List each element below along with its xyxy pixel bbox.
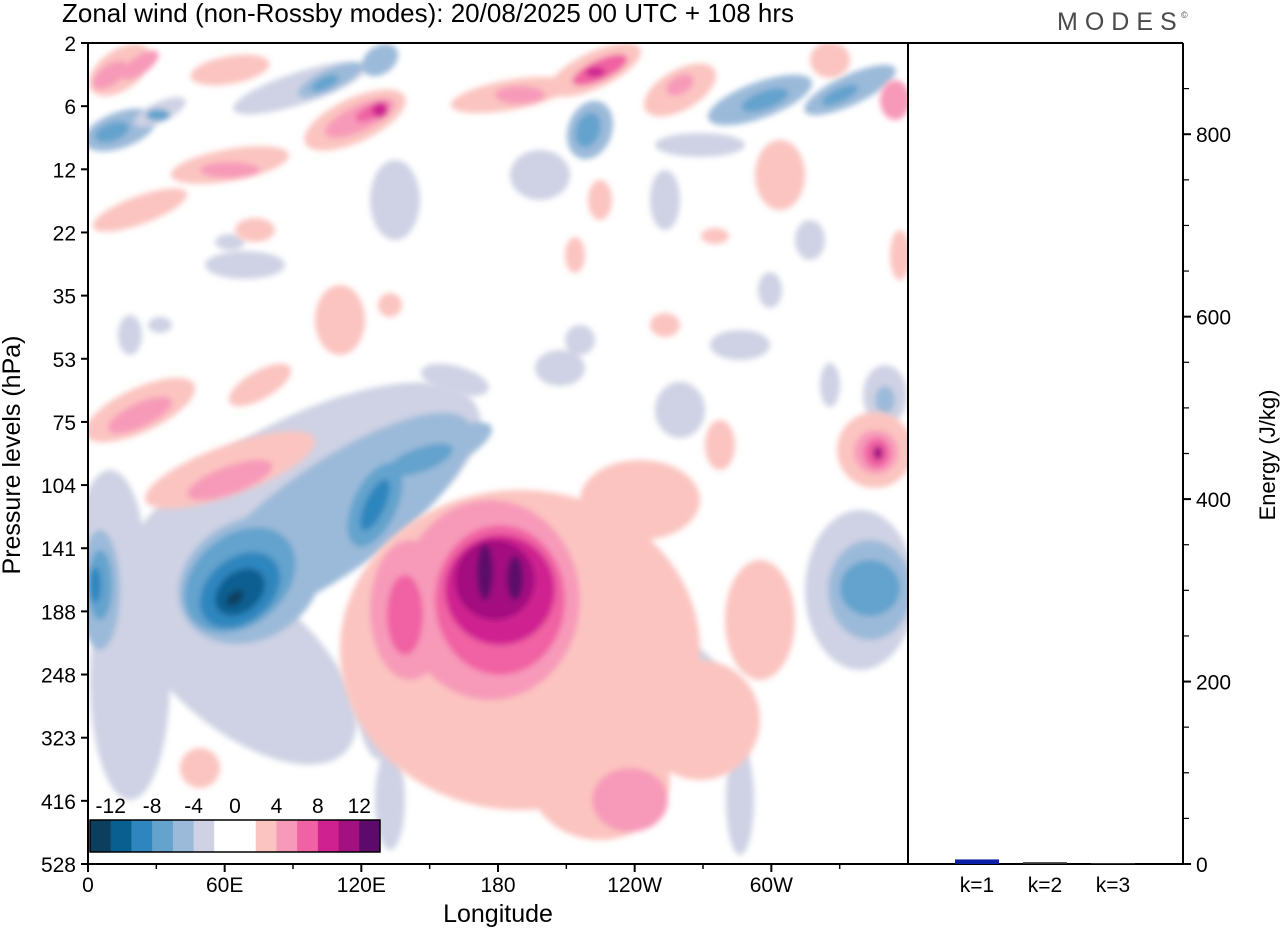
colorbar-labels: -12 -8 -4 0 4 8 12: [96, 795, 371, 818]
y-tick-label: 35: [53, 286, 76, 309]
y-tick-label: 12: [53, 159, 76, 182]
negative-wind-region: [88, 382, 908, 855]
y-tick-label: 104: [41, 475, 76, 498]
colorbar-swatch: [317, 820, 340, 852]
energy-tick-label: 200: [1196, 672, 1231, 695]
colorbar-label: -8: [143, 795, 162, 818]
copyright-mark: ©: [1181, 10, 1188, 20]
x-tick-label: 60E: [206, 874, 243, 897]
colorbar-swatch: [297, 820, 319, 852]
energy-axis-label: Energy (J/kg): [1255, 390, 1280, 521]
y-tick-label: 248: [41, 665, 76, 688]
colorbar-swatch: [235, 820, 257, 852]
energy-tick-label: 600: [1196, 307, 1231, 330]
x-axis: 0 60E 120E 180 120W 60W: [82, 864, 841, 897]
colorbar-swatch: [255, 820, 277, 852]
colorbar: [89, 819, 381, 853]
y-tick-label: 528: [41, 854, 76, 877]
y-tick-label: 2: [64, 33, 76, 56]
y-tick-label: 141: [41, 538, 76, 561]
colorbar-frame: [89, 819, 381, 853]
colorbar-swatch: [359, 820, 381, 852]
modes-logo: MODES: [1057, 8, 1184, 36]
y-tick-label: 323: [41, 728, 76, 751]
colorbar-swatch: [214, 820, 236, 852]
y-axis-label: Pressure levels (hPa): [0, 336, 26, 575]
colorbar-label: 12: [348, 795, 371, 818]
x-tick-label: 120E: [337, 874, 386, 897]
colorbar-swatch: [172, 820, 195, 852]
stratosphere-negative-streaks: [88, 43, 907, 438]
chart-title: Zonal wind (non-Rossby modes): 20/08/202…: [62, 0, 794, 28]
y-axis-pressure: 2 6 12 22 35 53 75 104 141 188 248 323 416 528: [41, 33, 88, 877]
colorbar-swatch: [338, 820, 360, 852]
colorbar-label: 4: [271, 795, 283, 818]
colorbar-swatch: [131, 820, 153, 852]
colorbar-swatch: [193, 820, 215, 852]
colorbar-label: 8: [312, 795, 324, 818]
colorbar-label: -12: [96, 795, 126, 818]
colorbar-label: 0: [229, 795, 241, 818]
bar-category-label: k=3: [1096, 874, 1130, 897]
energy-bar: [1023, 862, 1067, 864]
y-tick-label: 416: [41, 791, 76, 814]
heatmap-field: [88, 43, 908, 855]
y-tick-label: 75: [53, 412, 76, 435]
energy-tick-label: 800: [1196, 124, 1231, 147]
positive-wind-region: [88, 363, 908, 840]
bar-category-label: k=2: [1028, 874, 1062, 897]
stratosphere-positive-streaks: [89, 43, 908, 355]
y-tick-label: 53: [53, 349, 76, 372]
x-tick-label: 180: [480, 874, 515, 897]
y-tick-label: 22: [53, 222, 76, 245]
colorbar-swatch: [90, 820, 112, 852]
energy-bar: [1091, 863, 1135, 865]
energy-bar: [955, 859, 999, 864]
x-tick-label: 120W: [607, 874, 662, 897]
x-axis-label: Longitude: [443, 900, 553, 928]
energy-bars: k=1 k=2 k=3: [955, 859, 1135, 897]
bar-category-label: k=1: [960, 874, 994, 897]
y-tick-label: 6: [64, 96, 76, 119]
colorbar-swatch: [276, 820, 298, 852]
x-tick-label: 0: [82, 874, 94, 897]
y-tick-label: 188: [41, 601, 76, 624]
colorbar-swatch: [110, 820, 132, 852]
energy-tick-label: 0: [1196, 854, 1208, 877]
x-tick-label: 60W: [750, 874, 793, 897]
y-axis-energy: 0 200 400 600 800: [1183, 88, 1231, 877]
colorbar-swatch: [152, 820, 174, 852]
energy-tick-label: 400: [1196, 489, 1231, 512]
colorbar-label: -4: [184, 795, 203, 818]
